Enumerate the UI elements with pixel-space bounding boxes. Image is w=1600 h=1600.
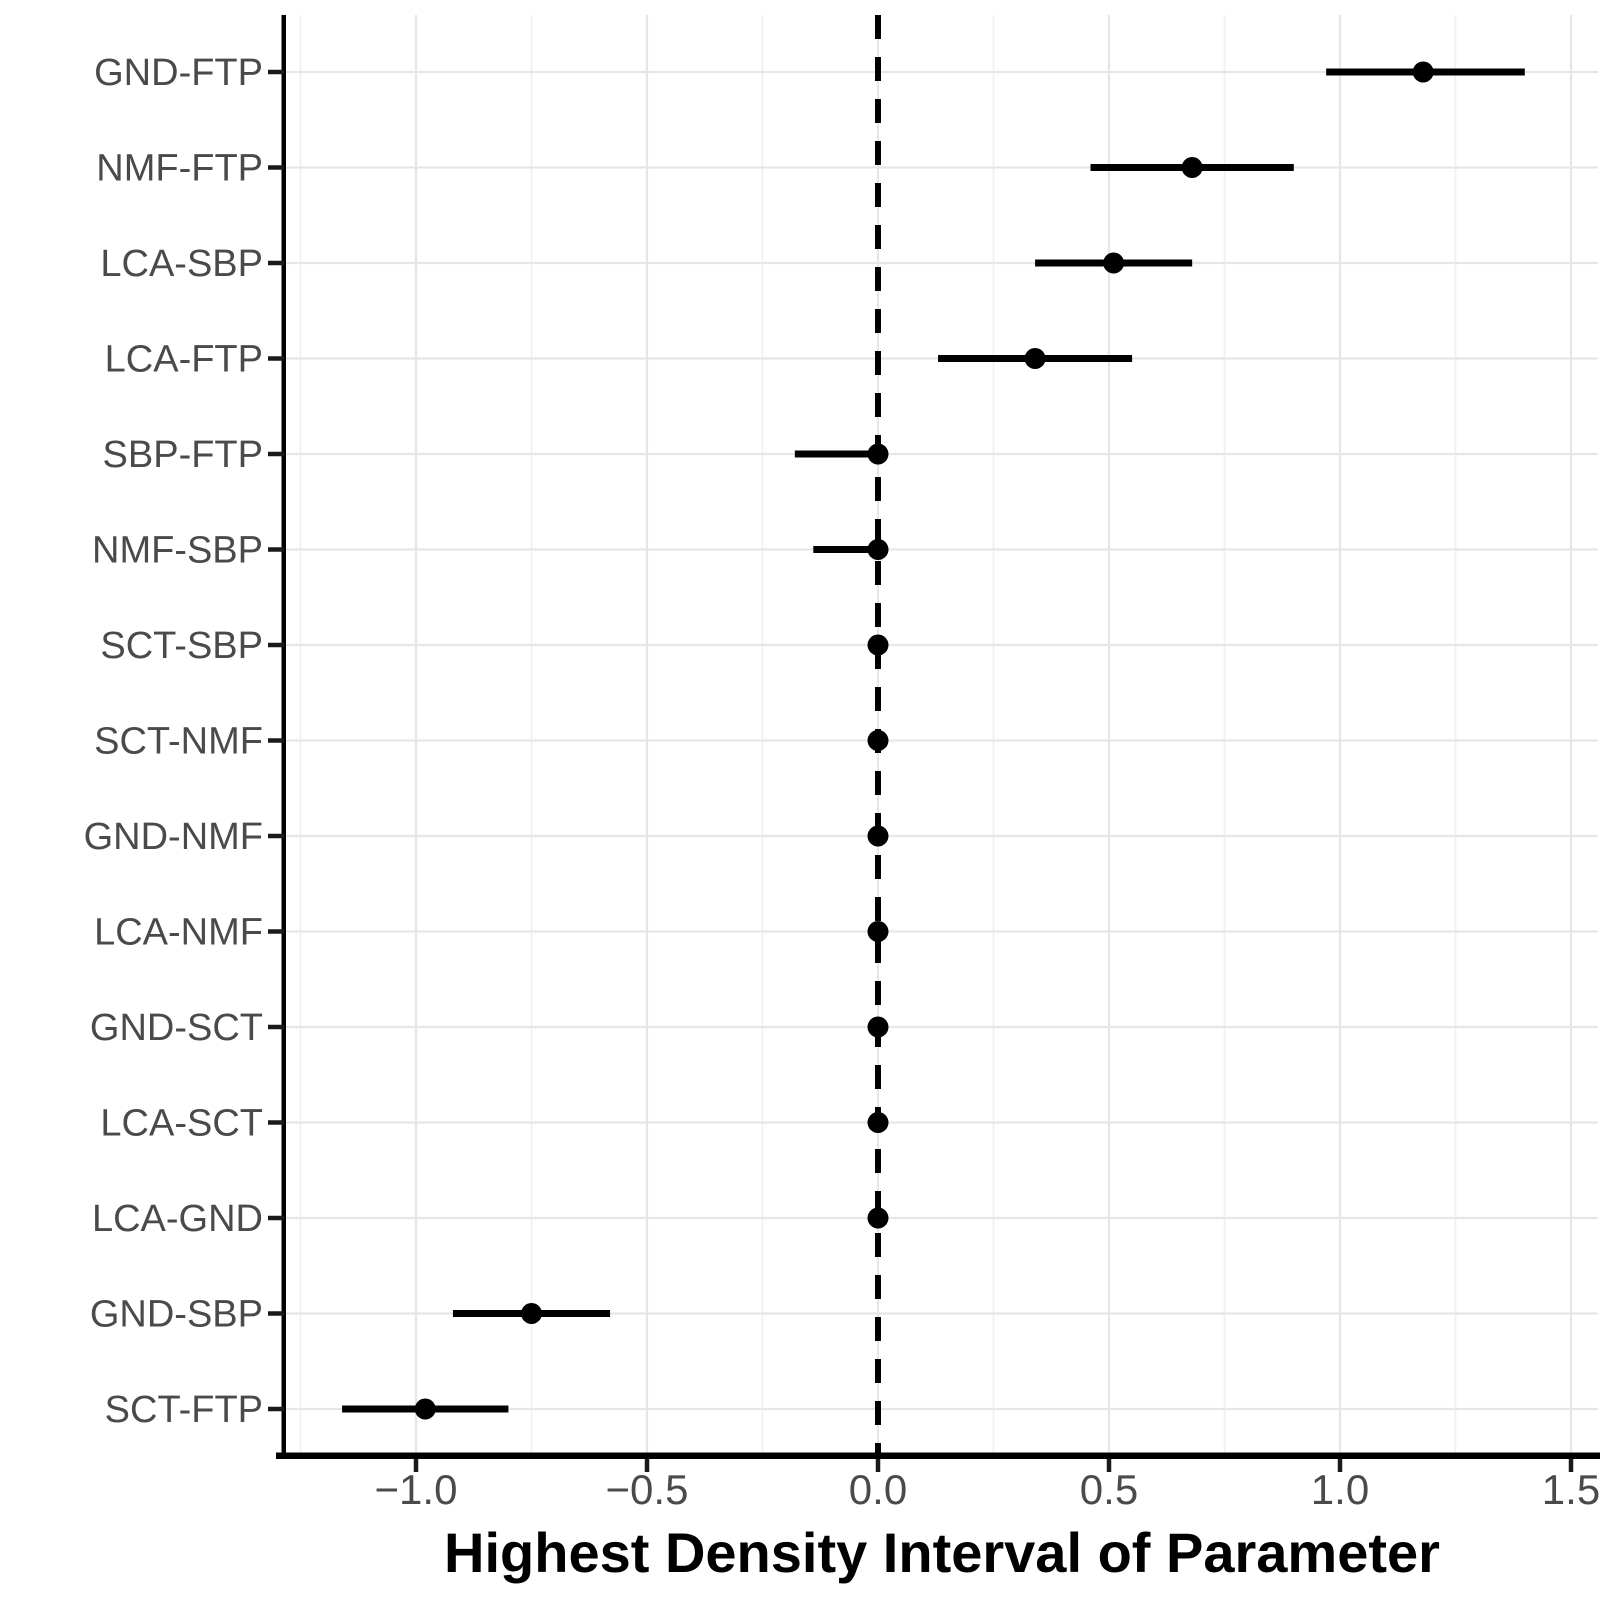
data-point: [867, 443, 889, 465]
x-tick-label: 0.0: [849, 1466, 907, 1513]
data-point: [1412, 61, 1434, 83]
y-category-label: LCA-SBP: [100, 243, 263, 285]
y-category-label: LCA-NMF: [94, 912, 263, 954]
y-category-label: LCA-FTP: [105, 339, 263, 381]
x-axis-line: [276, 1452, 1600, 1459]
y-category-label: SCT-SBP: [100, 625, 263, 667]
data-point: [867, 730, 889, 751]
data-point: [867, 1016, 889, 1038]
y-category-label: GND-SBP: [90, 1294, 263, 1336]
x-tick-label: 0.5: [1080, 1466, 1138, 1513]
x-axis-tick-labels: −1.0 −0.5 0.0 0.5 1.0 1.5: [375, 1466, 1600, 1513]
x-tick-label: −0.5: [606, 1466, 689, 1513]
x-tick-label: 1.5: [1542, 1466, 1600, 1513]
y-category-label: LCA-SCT: [100, 1103, 263, 1145]
y-category-label: SCT-FTP: [105, 1389, 263, 1431]
major-gridlines: [284, 15, 1598, 1453]
data-point: [867, 634, 889, 656]
y-axis-labels: GND-FTP NMF-FTP LCA-SBP LCA-FTP SBP-FTP NMF-S…: [84, 52, 263, 1431]
y-category-label: SCT-NMF: [94, 721, 263, 763]
y-category-label: NMF-SBP: [92, 530, 263, 572]
data-point: [1103, 252, 1125, 274]
interval-marks: [342, 61, 1525, 1420]
data-point: [867, 921, 889, 942]
data-point: [521, 1303, 542, 1324]
data-point: [414, 1398, 436, 1420]
data-point: [867, 539, 889, 560]
x-tick-label: 1.0: [1311, 1466, 1369, 1513]
y-category-label: LCA-GND: [92, 1198, 263, 1240]
minor-gridlines: [299, 15, 1457, 1453]
axis-lines-and-ticks: [268, 15, 1600, 1472]
data-point: [867, 1112, 889, 1133]
x-tick-label: −1.0: [375, 1466, 458, 1513]
y-axis-line: [281, 15, 286, 1459]
y-category-label: GND-NMF: [84, 816, 263, 858]
y-category-label: GND-SCT: [90, 1007, 263, 1049]
y-category-label: NMF-FTP: [96, 148, 263, 190]
data-point: [1024, 348, 1046, 369]
data-point: [1181, 157, 1203, 178]
y-category-label: GND-FTP: [94, 52, 263, 94]
data-point: [867, 825, 889, 847]
data-point: [867, 1207, 889, 1229]
y-category-label: SBP-FTP: [103, 434, 263, 476]
x-axis-title: Highest Density Interval of Parameter: [444, 1521, 1440, 1584]
